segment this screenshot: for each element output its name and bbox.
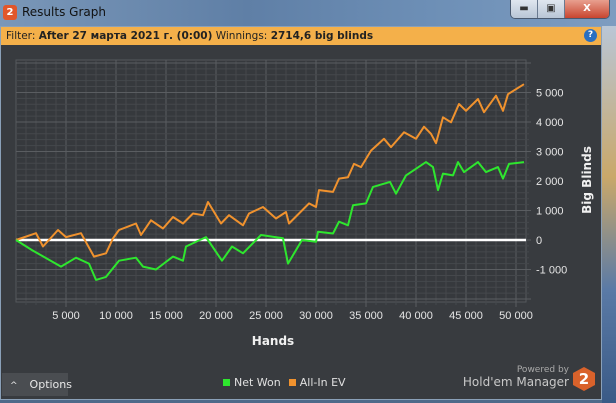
winnings-label: Winnings: [215, 30, 268, 42]
x-tick-label: 20 000 [199, 310, 233, 322]
x-tick-label: 5 000 [52, 310, 80, 322]
powered-by-text: Powered by [516, 365, 569, 375]
results-graph-panel: Filter: After 27 марта 2021 г. (0:00) Wi… [0, 26, 602, 400]
close-button[interactable]: X [564, 0, 609, 18]
series-net-won-line [15, 161, 525, 281]
x-tick-label: 10 000 [99, 310, 133, 322]
chevron-up-icon: ^ [10, 381, 18, 391]
x-tick-label: 35 000 [349, 310, 383, 322]
window-title: Results Graph [22, 5, 106, 19]
window-controls: ▬ ▣ X [510, 0, 610, 19]
x-tick-label: 25 000 [249, 310, 283, 322]
y-tick-label: 3 000 [536, 146, 564, 158]
background-window-edge [602, 26, 616, 403]
legend-swatch-net-won [223, 379, 230, 386]
help-icon[interactable]: ? [584, 29, 597, 42]
options-label: Options [29, 378, 72, 391]
powered-by: Powered by Hold'em Manager [463, 365, 569, 389]
holdem-manager-logo-icon: 2 [573, 367, 595, 391]
filter-bar: Filter: After 27 марта 2021 г. (0:00) Wi… [1, 27, 601, 45]
series-all-in-ev-line [15, 83, 525, 258]
title-bar: 2 Results Graph ▬ ▣ X [0, 0, 616, 26]
winnings-value: 2714,6 big blinds [270, 30, 374, 42]
chart-legend: Net Won All-In EV [223, 376, 346, 389]
x-tick-label: 15 000 [149, 310, 183, 322]
filter-label: Filter: [6, 30, 36, 42]
y-tick-label: -1 000 [536, 265, 567, 277]
x-axis-label: Hands [252, 334, 294, 348]
legend-swatch-all-in-ev [288, 379, 296, 386]
legend-label-all-in-ev[interactable]: All-In EV [299, 376, 346, 389]
minimize-button[interactable]: ▬ [511, 0, 537, 18]
results-chart: 5 000 10 000 15 000 20 000 25 000 30 000 35 00… [15, 59, 594, 348]
legend-label-net-won[interactable]: Net Won [234, 376, 281, 389]
y-tick-label: 2 000 [536, 176, 564, 188]
app-logo-icon: 2 [3, 5, 17, 20]
options-button[interactable]: ^ Options [2, 373, 72, 396]
x-tick-label: 40 000 [399, 310, 433, 322]
y-tick-label: 4 000 [536, 117, 564, 129]
maximize-button[interactable]: ▣ [537, 0, 564, 18]
filter-value: After 27 марта 2021 г. (0:00) [38, 30, 213, 42]
y-axis-label: Big Blinds [580, 146, 594, 214]
product-name: Hold'em Manager [462, 375, 569, 389]
y-tick-label: 1 000 [536, 206, 564, 218]
y-tick-label: 5 000 [536, 87, 564, 99]
x-tick-label: 30 000 [299, 310, 333, 322]
y-tick-label: 0 [536, 235, 542, 247]
x-tick-label: 45 000 [449, 310, 483, 322]
x-tick-label: 50 000 [499, 310, 533, 322]
